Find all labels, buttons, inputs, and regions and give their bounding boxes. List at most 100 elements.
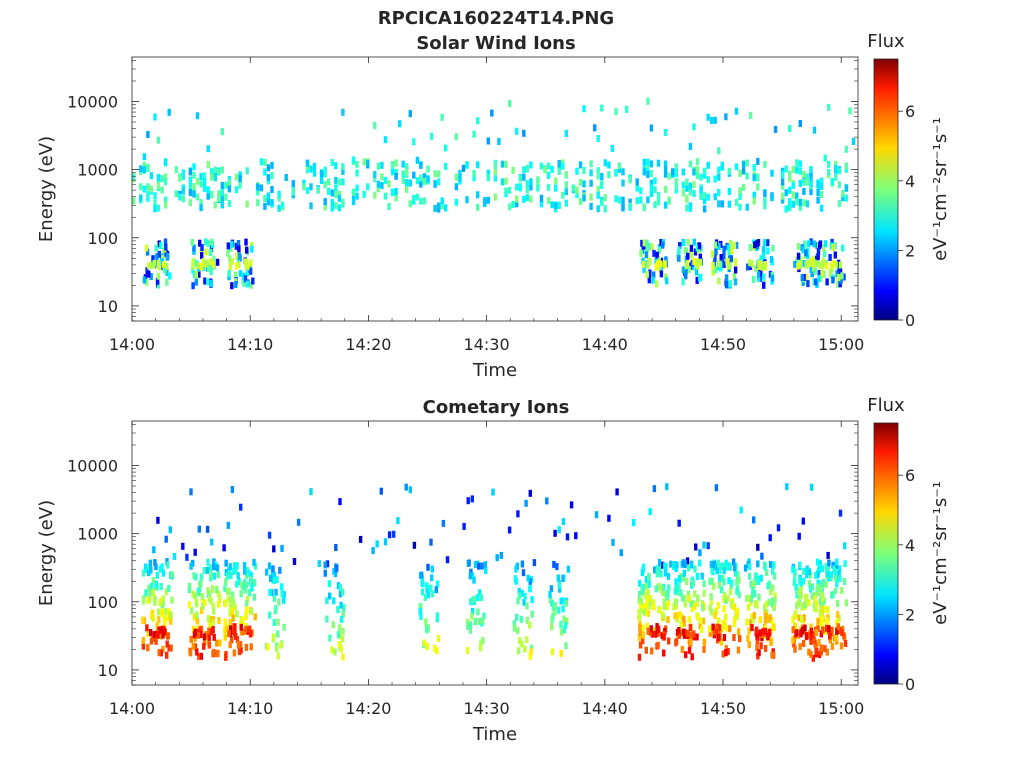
heatmap-cell xyxy=(178,193,182,201)
heatmap-cell xyxy=(473,561,478,568)
heatmap-cell xyxy=(727,200,732,208)
heatmap-cell xyxy=(819,177,824,185)
heatmap-cell xyxy=(387,203,391,210)
heatmap-cell xyxy=(835,600,840,607)
panel-cometary: Cometary Ions 14:00 14:10 14:20 14:30 14:40 1… xyxy=(36,395,951,745)
heatmap-cell xyxy=(243,567,247,575)
heatmap-cell xyxy=(804,249,808,257)
heatmap-cell xyxy=(362,190,366,198)
heatmap-cell xyxy=(341,108,345,116)
heatmap-cell xyxy=(702,638,707,646)
heatmap-cell xyxy=(394,194,398,202)
heatmap-cell xyxy=(639,597,644,605)
heatmap-cell xyxy=(637,608,641,616)
heatmap-cell xyxy=(230,486,235,493)
heatmap-cell xyxy=(662,598,666,606)
heatmap-cell xyxy=(816,579,820,587)
heatmap-cell xyxy=(454,133,459,141)
heatmap-cell xyxy=(830,642,835,650)
heatmap-cell xyxy=(844,599,848,607)
heatmap-cell xyxy=(655,570,659,578)
heatmap-cell xyxy=(242,279,246,287)
heatmap-cell xyxy=(376,162,381,170)
heatmap-cell xyxy=(806,251,810,259)
heatmap-cell xyxy=(394,159,398,167)
heatmap-cell xyxy=(466,497,470,505)
heatmap-cell xyxy=(217,190,221,198)
heatmap-cell xyxy=(836,280,840,288)
heatmap-cell xyxy=(784,189,788,197)
heatmap-cell xyxy=(458,174,462,182)
heatmap-cell xyxy=(752,197,756,205)
heatmap-cell xyxy=(181,187,185,195)
heatmap-cell xyxy=(835,580,839,588)
heatmap-cell xyxy=(818,609,823,617)
heatmap-cell xyxy=(699,173,703,181)
heatmap-cell xyxy=(706,113,710,121)
heatmap-cell xyxy=(738,635,742,643)
heatmap-cell xyxy=(387,531,392,539)
heatmap-cell xyxy=(336,606,340,614)
heatmap-cell xyxy=(379,487,383,495)
heatmap-cell xyxy=(666,616,670,624)
heatmap-cell xyxy=(816,181,820,189)
heatmap-cell xyxy=(692,189,696,197)
heatmap-cell xyxy=(551,603,556,611)
heatmap-cell xyxy=(711,262,715,269)
heatmap-cell xyxy=(243,586,248,594)
heatmap-cell xyxy=(351,198,356,206)
heatmap-cell xyxy=(768,534,772,542)
heatmap-cell xyxy=(718,566,722,574)
heatmap-cell xyxy=(200,607,204,614)
heatmap-cell xyxy=(647,572,651,580)
heatmap-cell xyxy=(189,488,193,496)
heatmap-cell xyxy=(507,100,512,107)
heatmap-cell xyxy=(209,571,213,579)
heatmap-cell xyxy=(195,112,200,120)
heatmap-cell xyxy=(387,180,391,188)
heatmap-cell xyxy=(749,244,753,251)
heatmap-cell xyxy=(224,653,228,661)
heatmap-cell xyxy=(434,586,438,594)
heatmap-cell xyxy=(425,586,429,594)
heatmap-cell xyxy=(717,624,722,632)
heatmap-cell xyxy=(469,568,473,576)
heatmap-cell xyxy=(738,169,742,177)
heatmap-cell xyxy=(745,618,749,626)
heatmap-cell xyxy=(681,168,685,176)
heatmap-cell xyxy=(762,281,766,289)
heatmap-cell xyxy=(245,595,250,603)
heatmap-cell xyxy=(682,615,686,623)
heatmap-cell xyxy=(797,587,801,595)
heatmap-cell xyxy=(811,631,816,639)
heatmap-cell xyxy=(561,575,565,582)
heatmap-cell xyxy=(649,170,654,177)
heatmap-cell xyxy=(798,577,802,585)
heatmap-cell xyxy=(735,578,739,586)
heatmap-cell xyxy=(768,270,773,278)
heatmap-cell xyxy=(469,621,473,629)
heatmap-cell xyxy=(472,174,476,182)
heatmap-cell xyxy=(164,243,168,251)
heatmap-cell xyxy=(142,161,146,169)
heatmap-cell xyxy=(486,196,490,204)
heatmap-cell xyxy=(709,560,714,568)
heatmap-cell xyxy=(228,641,232,649)
heatmap-cell xyxy=(149,629,153,636)
heatmap-cell xyxy=(814,629,818,636)
heatmap-cell xyxy=(191,258,195,266)
heatmap-cell xyxy=(215,564,220,572)
heatmap-cell xyxy=(674,602,678,610)
heatmap-cell xyxy=(677,246,681,254)
heatmap-cell xyxy=(564,188,568,196)
heatmap-cell xyxy=(227,269,231,277)
heatmap-cell xyxy=(233,271,238,279)
heatmap-cell xyxy=(422,173,427,181)
heatmap-cell xyxy=(499,551,503,559)
heatmap-cell xyxy=(791,626,795,634)
heatmap-cell xyxy=(325,560,330,568)
heatmap-cell xyxy=(582,166,586,174)
heatmap-cell xyxy=(661,583,666,591)
heatmap-cell xyxy=(807,631,811,639)
heatmap-cell xyxy=(741,160,746,168)
